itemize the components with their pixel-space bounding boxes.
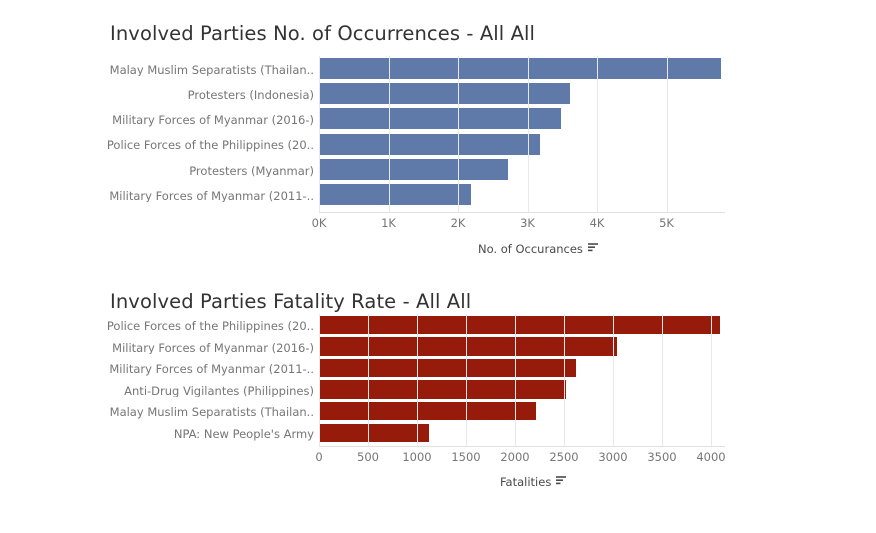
category-axis-occurrences: Malay Muslim Separatists (Thailan.. Prote… xyxy=(100,58,314,209)
category-label: Protesters (Myanmar) xyxy=(189,165,314,178)
tick-label: 0K xyxy=(311,216,327,230)
bar[interactable] xyxy=(319,133,540,155)
category-label: NPA: New People's Army xyxy=(173,429,314,441)
category-label-row[interactable]: Military Forces of Myanmar (2016-) xyxy=(100,338,314,360)
category-label: Malay Muslim Separatists (Thailan.. xyxy=(109,64,314,77)
gridline xyxy=(458,56,459,212)
bar-row[interactable] xyxy=(319,422,725,444)
category-label-row[interactable]: NPA: New People's Army xyxy=(100,424,314,446)
gridline xyxy=(527,56,529,212)
tick-label: 2500 xyxy=(549,450,579,464)
gridline xyxy=(613,314,614,446)
category-label-row[interactable]: Malay Muslim Separatists (Thailan.. xyxy=(100,58,314,83)
page-title-occurrences: Involved Parties No. of Occurrences - Al… xyxy=(110,22,536,45)
axis-title-label-fatalities: Fatalities xyxy=(500,474,552,489)
bar-row[interactable] xyxy=(319,56,725,81)
tick-label: 3K xyxy=(520,216,535,230)
category-label-row[interactable]: Military Forces of Myanmar (2016-) xyxy=(100,108,314,133)
tick-label: 0 xyxy=(315,450,323,464)
gridline xyxy=(388,56,390,212)
tick-label: 5K xyxy=(659,216,674,230)
bar-row[interactable] xyxy=(319,182,725,207)
category-label: Military Forces of Myanmar (2011-.. xyxy=(109,190,314,203)
axis-title-fatalities[interactable]: Fatalities xyxy=(500,476,567,489)
bar[interactable] xyxy=(319,58,721,80)
gridline xyxy=(368,314,369,446)
category-label: Military Forces of Myanmar (2011-.. xyxy=(109,364,314,376)
category-axis-fatalities: Police Forces of the Philippines (20.. Mi… xyxy=(100,316,314,446)
category-label-row[interactable]: Military Forces of Myanmar (2011-.. xyxy=(100,359,314,381)
page-title-fatalities: Involved Parties Fatality Rate - All All xyxy=(110,290,472,313)
bar-row[interactable] xyxy=(319,81,725,106)
sort-descending-icon[interactable] xyxy=(556,475,567,488)
category-label-row[interactable]: Military Forces of Myanmar (2011-.. xyxy=(100,184,314,209)
tick-label: 2000 xyxy=(500,450,530,464)
bar[interactable] xyxy=(319,158,509,180)
bar-row[interactable] xyxy=(319,336,725,358)
category-label: Malay Muslim Separatists (Thailan.. xyxy=(109,407,314,419)
bar[interactable] xyxy=(319,315,720,335)
gridline xyxy=(662,314,663,446)
tick-label: 1000 xyxy=(402,450,432,464)
bar[interactable] xyxy=(319,401,536,421)
bar-row[interactable] xyxy=(319,106,725,131)
bar[interactable] xyxy=(319,358,576,378)
tick-label: 4000 xyxy=(696,450,726,464)
bar-row[interactable] xyxy=(319,157,725,182)
category-label: Protesters (Indonesia) xyxy=(187,90,314,102)
category-label-row[interactable]: Malay Muslim Separatists (Thailan.. xyxy=(100,402,314,424)
bar[interactable] xyxy=(319,423,429,443)
category-label: Anti-Drug Vigilantes (Philippines) xyxy=(124,385,314,398)
plot-area-occurrences xyxy=(319,56,725,207)
bar[interactable] xyxy=(319,380,566,399)
bar-row[interactable] xyxy=(319,379,725,401)
axis-baseline-occurrences xyxy=(319,212,725,213)
tick-label: 4K xyxy=(589,216,605,230)
category-label-row[interactable]: Police Forces of the Philippines (20.. xyxy=(100,134,314,159)
tick-label: 1K xyxy=(381,216,396,230)
chart-panel-fatalities: Involved Parties Fatality Rate - All All… xyxy=(0,268,876,533)
gridline xyxy=(319,56,320,212)
bar[interactable] xyxy=(319,184,472,206)
gridline xyxy=(417,314,418,446)
bar[interactable] xyxy=(319,108,561,130)
bar[interactable] xyxy=(319,337,617,356)
bar-row[interactable] xyxy=(319,132,725,157)
category-label-row[interactable]: Protesters (Myanmar) xyxy=(100,159,314,184)
gridline xyxy=(666,56,668,212)
gridline xyxy=(564,314,565,446)
category-label-row[interactable]: Anti-Drug Vigilantes (Philippines) xyxy=(100,381,314,403)
tick-label: 500 xyxy=(357,450,379,464)
gridline xyxy=(711,314,712,446)
plot-area-fatalities xyxy=(319,314,725,444)
axis-title-label-occurrences: No. of Occurances xyxy=(478,241,583,256)
tick-label: 3500 xyxy=(647,450,677,464)
chart-panel-occurrences: Involved Parties No. of Occurrences - Al… xyxy=(100,22,725,256)
category-label: Military Forces of Myanmar (2016-) xyxy=(112,342,314,355)
tick-label: 2K xyxy=(450,216,466,230)
category-label: Military Forces of Myanmar (2016-) xyxy=(112,115,314,127)
gridline xyxy=(319,314,320,446)
axis-title-occurrences[interactable]: No. of Occurances xyxy=(478,243,599,256)
axis-baseline-fatalities xyxy=(319,446,725,447)
category-label-row[interactable]: Protesters (Indonesia) xyxy=(100,83,314,108)
category-label: Police Forces of the Philippines (20.. xyxy=(106,321,314,333)
gridline xyxy=(466,314,467,446)
gridline xyxy=(515,314,516,446)
bar-row[interactable] xyxy=(319,357,725,379)
category-label: Police Forces of the Philippines (20.. xyxy=(106,140,314,152)
sort-descending-icon[interactable] xyxy=(587,242,599,255)
category-label-row[interactable]: Police Forces of the Philippines (20.. xyxy=(100,316,314,338)
bar-row[interactable] xyxy=(319,400,725,422)
gridline xyxy=(597,56,598,212)
tick-label: 1500 xyxy=(451,450,481,464)
bar-row[interactable] xyxy=(319,314,725,336)
tick-label: 3000 xyxy=(598,450,628,464)
bar[interactable] xyxy=(319,83,570,105)
